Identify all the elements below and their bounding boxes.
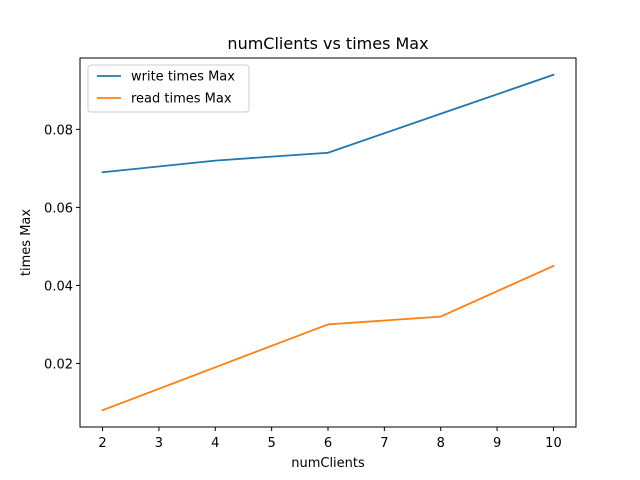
x-tick-label: 6	[324, 436, 332, 451]
y-tick-label: 0.08	[44, 123, 73, 138]
series-line	[101, 73, 555, 174]
x-tick-label: 4	[211, 436, 219, 451]
x-axis: 2 3 4 5 6 7 8 9 10	[98, 427, 562, 451]
x-tick-label: 8	[437, 436, 445, 451]
x-tick-label: 2	[98, 436, 106, 451]
y-tick-label: 0.06	[44, 201, 73, 216]
legend-box	[87, 64, 250, 113]
y-tick-label: 0.04	[44, 279, 73, 294]
series-line	[101, 264, 555, 412]
y-axis: 0.02 0.04 0.06 0.08	[44, 123, 80, 372]
x-tick-label: 3	[155, 436, 163, 451]
x-tick-label: 7	[380, 436, 388, 451]
x-tick-label: 9	[493, 436, 501, 451]
legend-entry-label: read times Max	[131, 92, 232, 107]
y-axis-label: times Max	[19, 209, 34, 276]
y-tick-label: 0.02	[44, 357, 73, 372]
x-tick-label: 10	[545, 436, 562, 451]
plot-area-frame	[79, 57, 577, 428]
chart-title: numClients vs times Max	[227, 34, 428, 53]
legend-entry-label: write times Max	[131, 70, 235, 85]
x-tick-label: 5	[267, 436, 275, 451]
legend: write times Max read times Max	[87, 64, 250, 113]
series-layer	[101, 73, 555, 412]
x-axis-label: numClients	[291, 456, 365, 471]
